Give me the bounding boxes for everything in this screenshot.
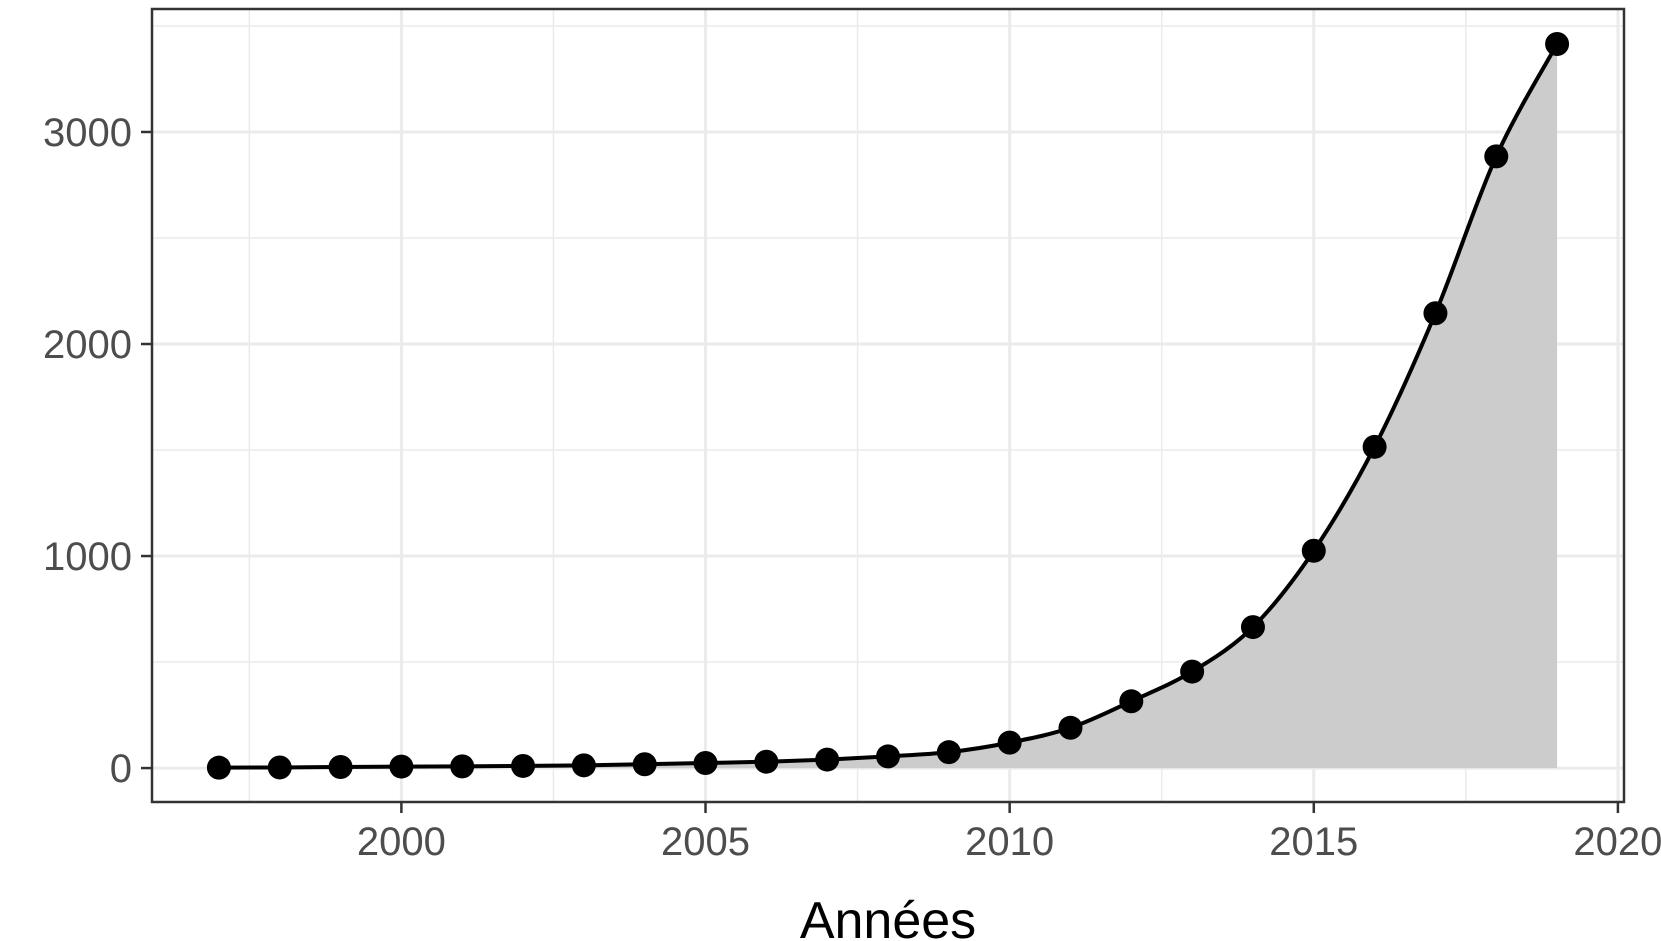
data-point (511, 753, 536, 778)
data-point (693, 750, 718, 775)
y-tick-label: 0 (110, 747, 132, 791)
data-point (876, 744, 900, 769)
data-point (1058, 715, 1083, 740)
data-point (328, 755, 353, 780)
y-tick-label: 1000 (43, 535, 132, 579)
x-tick-label: 2000 (357, 820, 446, 864)
data-point (997, 730, 1022, 755)
x-tick-labels: 2000 2005 2010 2015 2020 (357, 820, 1661, 864)
x-tick-label: 2005 (661, 820, 750, 864)
data-point (1119, 689, 1144, 714)
data-point (1240, 615, 1265, 640)
data-point (571, 753, 596, 778)
data-point (1423, 301, 1448, 326)
data-point (1484, 144, 1509, 169)
y-tick-labels: 0 1000 2000 3000 (43, 111, 132, 791)
x-tick-label: 2015 (1269, 820, 1358, 864)
x-tick-label: 2010 (965, 820, 1054, 864)
area-layer (218, 43, 1558, 769)
point-layer (206, 31, 1570, 780)
axis-ticks (141, 130, 1620, 813)
x-tick-label: 2020 (1573, 820, 1661, 864)
data-point (632, 752, 657, 777)
data-point (1545, 31, 1570, 56)
x-axis-title: Années (800, 892, 976, 941)
data-point (754, 749, 779, 774)
data-point (1362, 434, 1387, 459)
data-point (1180, 659, 1205, 684)
data-point (206, 755, 231, 780)
panel-border (150, 7, 1626, 804)
data-point (1301, 538, 1326, 563)
y-tick-label: 2000 (43, 323, 132, 367)
data-point (450, 754, 475, 779)
data-point (936, 740, 961, 765)
data-point (267, 755, 292, 780)
data-point (389, 754, 414, 779)
y-tick-label: 3000 (43, 111, 132, 155)
data-point (815, 747, 840, 772)
area-fill (218, 43, 1558, 769)
